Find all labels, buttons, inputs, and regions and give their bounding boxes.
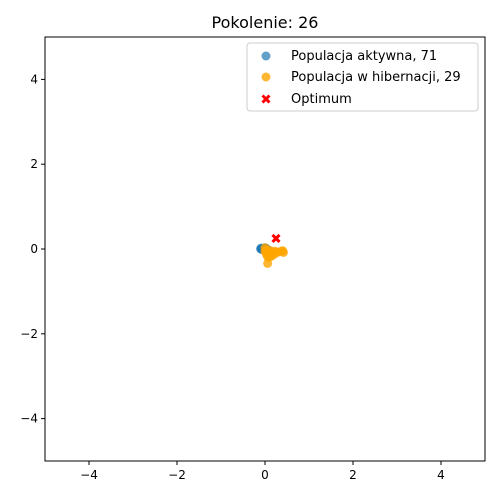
x-tick-label: 4 — [437, 468, 445, 482]
hibernation-point — [270, 246, 280, 256]
legend-label-hibernation: Populacja w hibernacji, 29 — [291, 70, 461, 85]
hibernation-point — [263, 258, 273, 268]
x-tick-label: 0 — [261, 468, 269, 482]
y-tick-label: −4 — [20, 412, 38, 426]
optimum-point — [271, 233, 281, 243]
legend-label-active: Populacja aktywna, 71 — [291, 49, 437, 64]
data-points — [256, 233, 288, 268]
y-tick-label: 4 — [30, 72, 38, 86]
chart-title: Pokolenie: 26 — [212, 13, 319, 32]
x-tick-label: 2 — [349, 468, 357, 482]
hibernation-point — [278, 246, 288, 256]
legend-box — [246, 42, 479, 112]
axis-ticks: −4 −2 0 2 4 −4 −2 0 2 4 — [20, 72, 445, 482]
hibernation-point — [261, 247, 271, 257]
y-tick-label: −2 — [20, 327, 38, 341]
legend-marker-optimum — [261, 94, 271, 104]
x-tick-label: −2 — [168, 468, 186, 482]
legend-marker-hibernation — [261, 72, 271, 82]
y-tick-label: 2 — [30, 157, 38, 171]
legend-label-optimum: Optimum — [291, 92, 352, 107]
x-tick-label: −4 — [80, 468, 98, 482]
legend: Populacja aktywna, 71 Populacja w hibern… — [246, 42, 479, 112]
legend-marker-active — [261, 51, 271, 61]
y-tick-label: 0 — [30, 242, 38, 256]
